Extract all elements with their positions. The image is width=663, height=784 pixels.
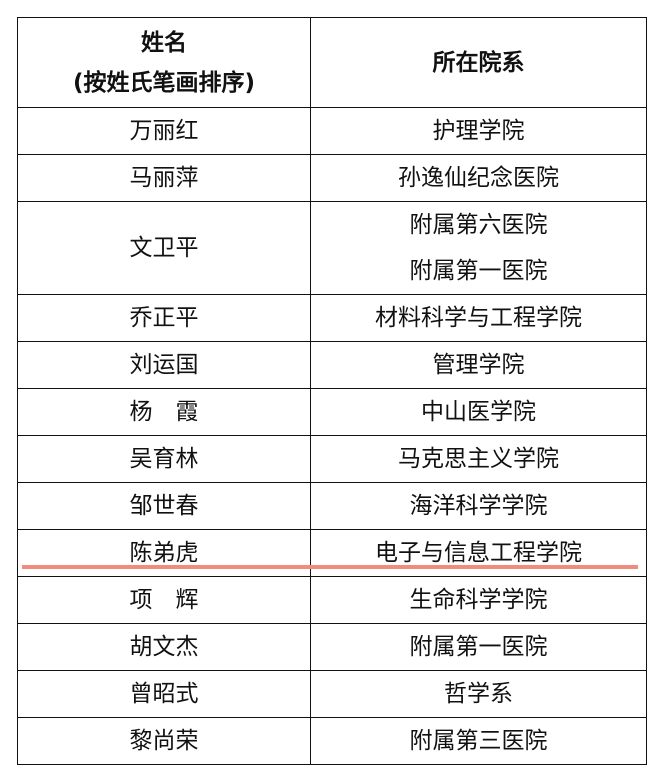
header-name: 姓名 (按姓氏笔画排序) [17, 17, 311, 108]
name-cell: 胡文杰 [17, 623, 311, 671]
name-cell: 吴育林 [17, 435, 311, 483]
name-cell: 曾昭式 [17, 670, 311, 718]
dept-text: 马克思主义学院 [398, 446, 559, 472]
dept-cell: 孙逸仙纪念医院 [310, 154, 647, 202]
dept-text: 附属第六医院 [409, 212, 548, 238]
name-cell: 马丽萍 [17, 154, 311, 202]
name-cell: 万丽红 [17, 107, 311, 155]
dept-text: 电子与信息工程学院 [375, 540, 582, 566]
dept-cell: 附属第一医院 [310, 623, 647, 671]
dept-text: 附属第三医院 [409, 728, 548, 754]
dept-cell: 护理学院 [310, 107, 647, 155]
dept-cell: 中山医学院 [310, 388, 647, 436]
dept-text: 附属第一医院 [409, 258, 548, 284]
table-row: 陈弟虎 电子与信息工程学院 [17, 529, 647, 577]
dept-cell: 哲学系 [310, 670, 647, 718]
table-row: 黎尚荣 附属第三医院 [17, 717, 647, 765]
dept-text: 海洋科学学院 [409, 493, 548, 519]
name-cell: 乔正平 [17, 294, 311, 342]
header-dept: 所在院系 [310, 17, 647, 108]
table-row: 马丽萍 孙逸仙纪念医院 [17, 154, 647, 202]
dept-text: 管理学院 [432, 352, 525, 378]
table-row: 曾昭式 哲学系 [17, 670, 647, 718]
name-cell: 杨 霞 [17, 388, 311, 436]
dept-text: 附属第一医院 [409, 634, 548, 660]
name-cell: 黎尚荣 [17, 717, 311, 765]
dept-text: 生命科学学院 [409, 587, 548, 613]
table-row: 杨 霞 中山医学院 [17, 388, 647, 436]
dept-cell: 附属第三医院 [310, 717, 647, 765]
name-cell: 邹世春 [17, 482, 311, 530]
dept-cell: 管理学院 [310, 341, 647, 389]
faculty-table: 姓名 (按姓氏笔画排序) 所在院系 万丽红 护理学院 马丽萍 孙逸仙纪念医院 文卫平 附属第… [17, 17, 647, 765]
dept-cell: 马克思主义学院 [310, 435, 647, 483]
table-row: 邹世春 海洋科学学院 [17, 482, 647, 530]
name-cell: 刘运国 [17, 341, 311, 389]
table-row: 项 辉 生命科学学院 [17, 576, 647, 624]
name-cell: 陈弟虎 [17, 529, 311, 577]
dept-text: 护理学院 [432, 118, 525, 144]
table-row: 吴育林 马克思主义学院 [17, 435, 647, 483]
dept-text: 哲学系 [444, 681, 513, 707]
dept-cell: 生命科学学院 [310, 576, 647, 624]
dept-cell: 海洋科学学院 [310, 482, 647, 530]
dept-cell: 附属第六医院 附属第一医院 [310, 201, 647, 295]
name-cell: 项 辉 [17, 576, 311, 624]
highlight-underline [22, 565, 638, 569]
dept-cell: 材料科学与工程学院 [310, 294, 647, 342]
name-cell: 文卫平 [17, 201, 311, 295]
dept-cell: 电子与信息工程学院 [310, 529, 647, 577]
table-row: 万丽红 护理学院 [17, 107, 647, 155]
dept-text: 中山医学院 [421, 399, 536, 425]
table-row: 乔正平 材料科学与工程学院 [17, 294, 647, 342]
dept-text: 孙逸仙纪念医院 [398, 165, 559, 191]
dept-text: 材料科学与工程学院 [375, 305, 582, 331]
table-row: 胡文杰 附属第一医院 [17, 623, 647, 671]
table-row: 刘运国 管理学院 [17, 341, 647, 389]
table-header: 姓名 (按姓氏笔画排序) 所在院系 [17, 17, 647, 108]
table-row: 文卫平 附属第六医院 附属第一医院 [17, 201, 647, 295]
